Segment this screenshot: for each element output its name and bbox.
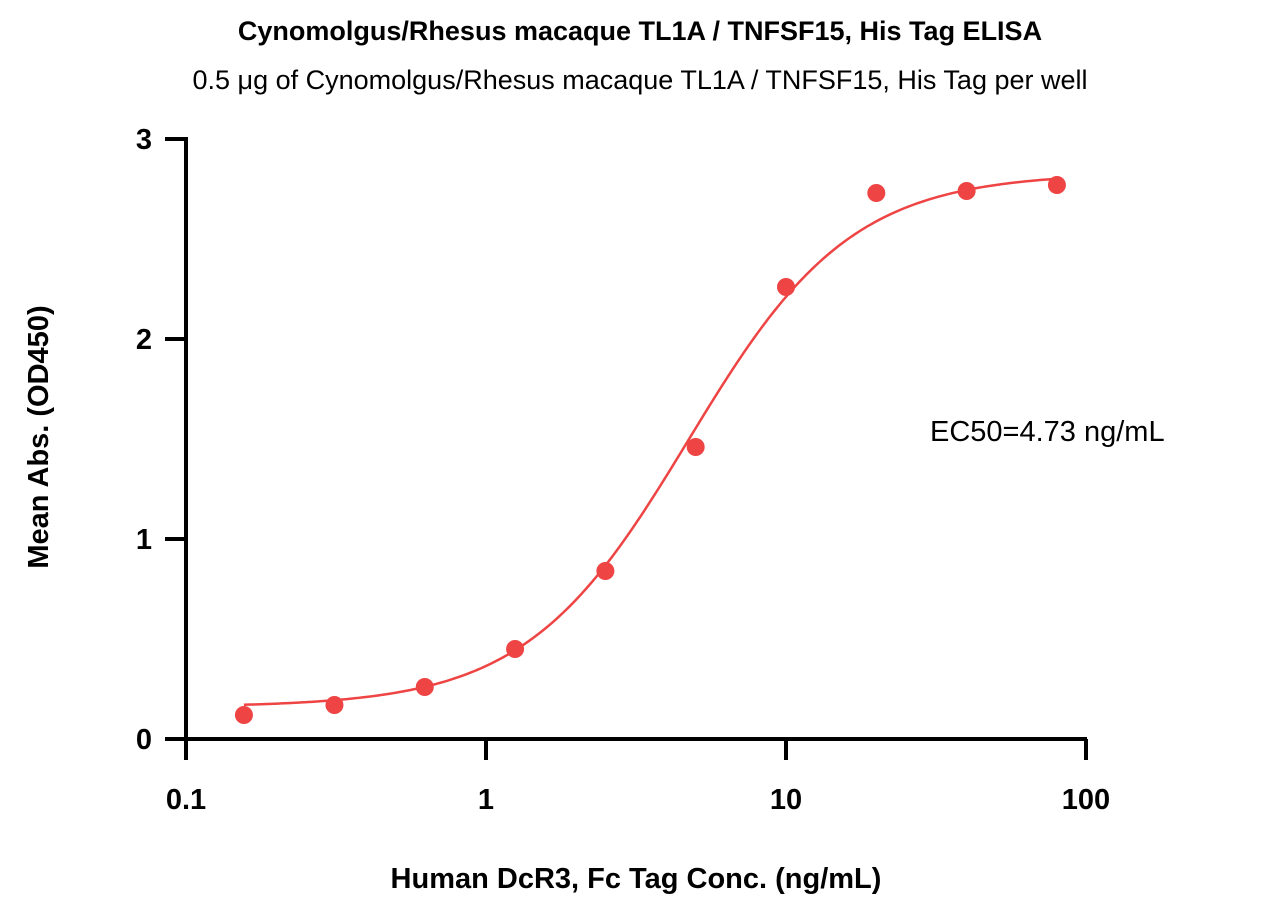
data-point: [234, 706, 253, 724]
x-tick-label: 10: [770, 784, 802, 816]
data-point: [1047, 176, 1066, 194]
data-point: [686, 438, 705, 456]
fit-curve-group: [243, 177, 1058, 706]
y-axis: 0 1 2 3: [136, 124, 188, 756]
data-points: [234, 176, 1066, 724]
data-point: [867, 184, 886, 202]
chart-title: Cynomolgus/Rhesus macaque TL1A / TNFSF15…: [238, 16, 1042, 46]
x-axis-title: Human DcR3, Fc Tag Conc. (ng/mL): [391, 863, 882, 895]
y-tick-label: 3: [136, 124, 152, 156]
ec50-annotation: EC50=4.73 ng/mL: [930, 416, 1165, 448]
y-tick-label: 0: [136, 724, 152, 756]
x-tick-label: 0.1: [166, 784, 206, 816]
data-point: [596, 562, 615, 580]
x-tick-label: 100: [1062, 784, 1110, 816]
y-axis-title: Mean Abs. (OD450): [23, 305, 55, 568]
x-tick-label: 1: [478, 784, 494, 816]
data-point: [415, 678, 434, 696]
fit-curve-line: [243, 177, 1058, 706]
data-point: [325, 696, 344, 714]
data-point: [777, 278, 795, 296]
chart-subtitle: 0.5 μg of Cynomolgus/Rhesus macaque TL1A…: [193, 65, 1088, 95]
x-axis: 0.1 1 10 100: [166, 737, 1110, 816]
data-point: [506, 640, 525, 658]
y-tick-label: 1: [136, 524, 152, 556]
y-tick-label: 2: [136, 324, 152, 356]
data-point: [957, 182, 976, 200]
